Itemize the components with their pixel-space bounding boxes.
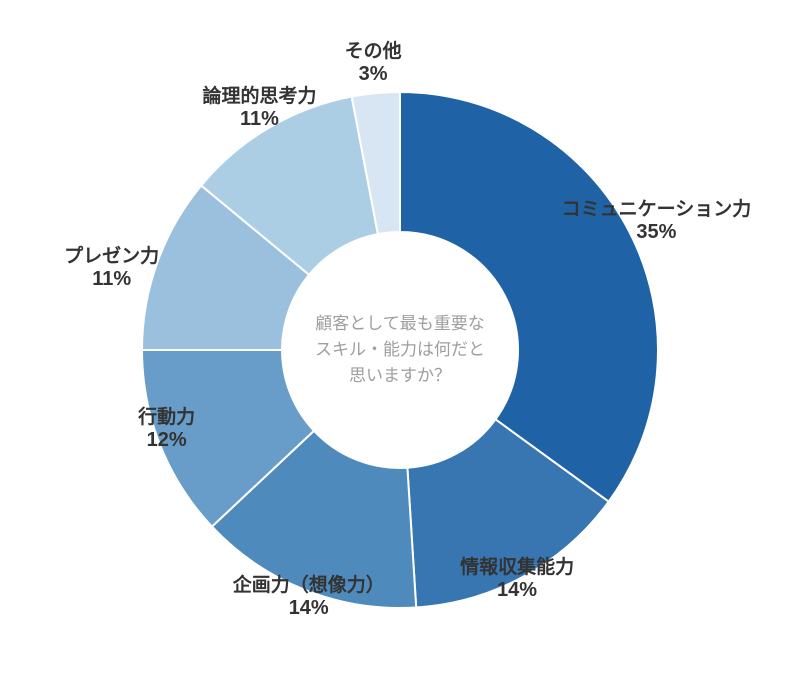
donut-chart: 顧客として最も重要な スキル・能力は何だと 思いますか？ コミュニケーション力 … [0,0,800,695]
donut-hole [282,232,518,468]
donut-svg [0,0,800,695]
